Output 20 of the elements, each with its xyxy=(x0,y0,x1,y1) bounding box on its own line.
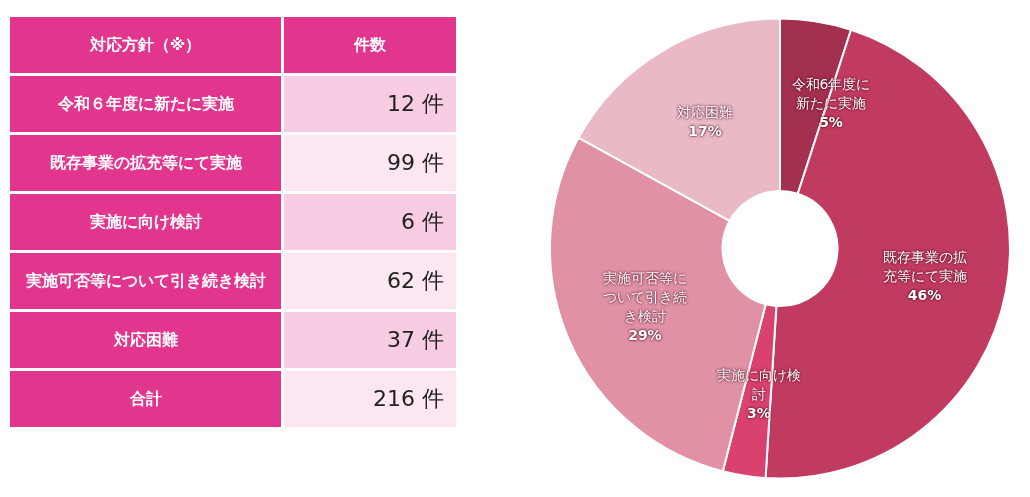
category-label: 既存事業の拡充等にて実施 xyxy=(10,135,284,191)
category-label: 実施に向け検討 xyxy=(10,194,284,250)
slice-label: 対応困難 xyxy=(677,103,734,120)
data-label: 62 件 xyxy=(284,253,456,309)
data-label: 12 件 xyxy=(284,76,456,132)
data-label: 29% xyxy=(628,326,662,343)
category-label: 対応困難 xyxy=(10,312,284,368)
data-label: 37 件 xyxy=(284,312,456,368)
data-label: 216 件 xyxy=(284,371,456,427)
data-label: 6 件 xyxy=(284,194,456,250)
data-label: 99 件 xyxy=(284,135,456,191)
text: 対応方針（※） xyxy=(10,17,284,73)
data-label: 17% xyxy=(688,122,722,139)
data-label: 46% xyxy=(907,286,942,303)
slice-label: 実施可否等について引き続き検討 xyxy=(602,270,687,324)
text: 件数 xyxy=(284,17,456,73)
category-label: 実施可否等について引き続き検討 xyxy=(10,253,284,309)
category-label: 合計 xyxy=(10,371,284,427)
slice-label: 既存事業の拡充等にて実施 xyxy=(882,248,967,284)
category-label: 令和６年度に新たに実施 xyxy=(10,76,284,132)
